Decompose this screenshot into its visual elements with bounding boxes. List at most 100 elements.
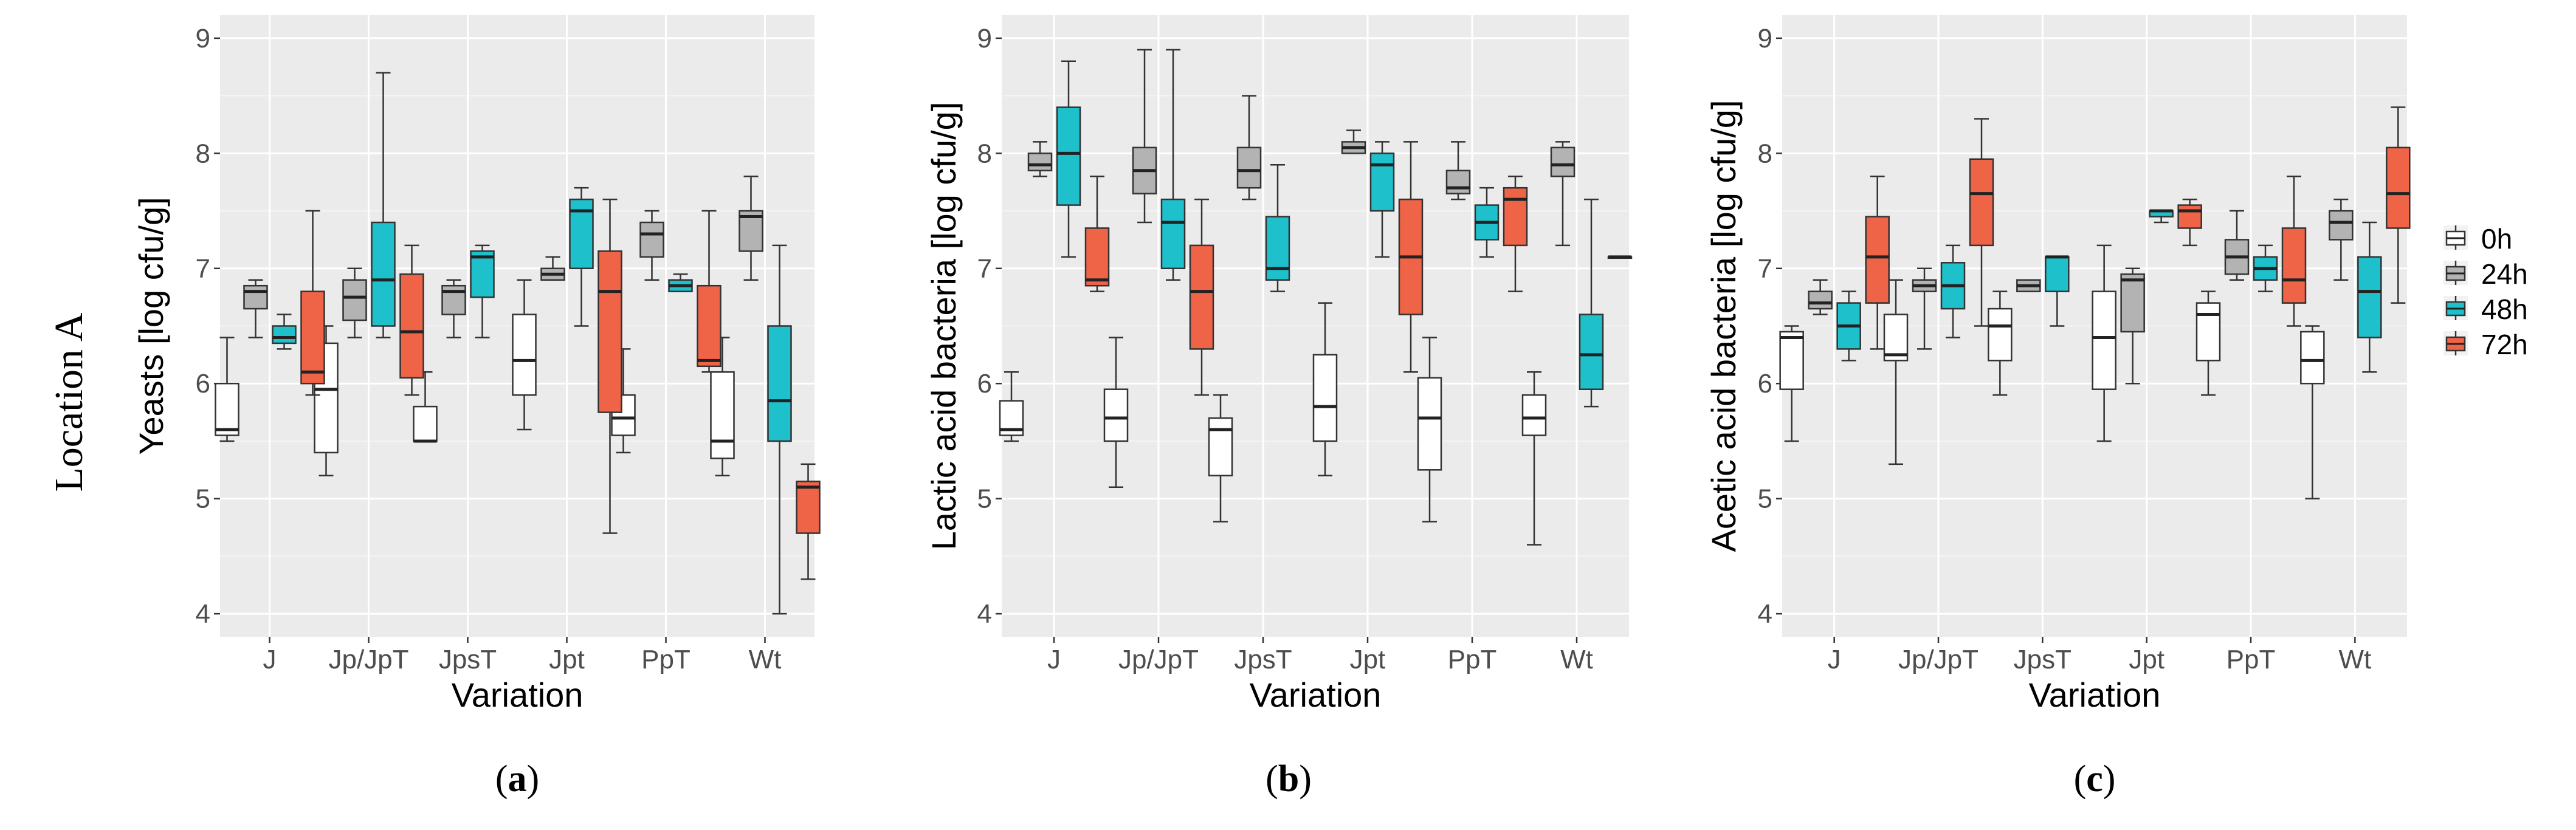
box-body (1969, 158, 1994, 247)
x-tick-label: Wt (2338, 645, 2371, 674)
box-48h-PpT (668, 273, 693, 292)
box-body (470, 250, 495, 298)
box-body (399, 273, 424, 379)
row-label: Location A (47, 312, 91, 492)
box-0h-Wt (1521, 371, 1547, 546)
legend-label: 24h (2481, 258, 2528, 290)
y-tick-label: 8 (1758, 139, 1772, 168)
y-tick-label: 7 (1758, 254, 1772, 284)
box-0h-Jpt (1312, 302, 1338, 477)
x-tick-label: JpsT (2014, 645, 2071, 674)
box-body (1189, 244, 1214, 350)
x-tick-label: Jp/JpT (328, 645, 408, 674)
legend-item-72h: 72h (2443, 329, 2528, 360)
box-48h-Jpt (569, 187, 594, 327)
box-0h-JpsT (1208, 394, 1233, 523)
box-0h-Jp/JpT (1883, 279, 1909, 465)
x-tick-label: Jp/JpT (1898, 645, 1978, 674)
box-48h-PpT (1474, 187, 1500, 258)
box-24h-Jp/JpT (1912, 267, 1937, 350)
box-body (1779, 331, 1804, 390)
panel-label: (b) (1266, 758, 1312, 800)
box-body (512, 314, 537, 396)
box-body (1208, 417, 1233, 477)
y-tick-label: 4 (196, 599, 210, 629)
x-tick-label: Jp/JpT (1118, 645, 1199, 674)
box-24h-Jpt (2120, 267, 2145, 385)
box-body (710, 371, 735, 459)
box-body (2195, 302, 2221, 362)
box-body (1369, 153, 1395, 212)
x-tick-label: PpT (2226, 645, 2276, 674)
box-0h-PpT (2195, 290, 2221, 396)
box-24h-PpT (2224, 210, 2250, 281)
box-body (1084, 227, 1110, 287)
box-body (2386, 146, 2411, 229)
box-body (413, 405, 438, 442)
box-0h-Jpt (2092, 244, 2116, 442)
box-body (1265, 216, 1290, 281)
box-72h-J (1084, 175, 1110, 292)
box-0h-J (1779, 325, 1804, 442)
box-body (2281, 227, 2307, 304)
box-body (2120, 273, 2145, 333)
x-tick-label: J (1047, 645, 1061, 674)
box-body (243, 284, 268, 310)
box-body (1883, 314, 1909, 362)
y-tick-label: 9 (977, 24, 992, 53)
box-72h-Jpt (598, 198, 622, 534)
y-axis-title: Lactic acid bacteria [log cfu/g] (925, 102, 963, 550)
box-24h-Jp/JpT (342, 267, 367, 338)
y-tick-label: 6 (196, 369, 210, 399)
box-72h-J (1865, 175, 1890, 350)
box-0h-J (999, 371, 1024, 442)
x-tick-label: JpsT (439, 645, 497, 674)
box-body (342, 279, 367, 321)
x-axis-title: Variation (2029, 676, 2161, 714)
box-body (2045, 256, 2070, 292)
box-48h-J (1056, 60, 1081, 258)
box-body (215, 382, 239, 436)
box-24h-Jpt (1341, 129, 1366, 154)
box-body (1579, 314, 1604, 390)
legend-item-0h: 0h (2443, 223, 2512, 255)
y-tick-label: 9 (1758, 24, 1772, 53)
box-48h-JpsT (1265, 164, 1290, 292)
box-0h-Jp/JpT (1103, 337, 1129, 488)
box-72h-Jpt (2177, 198, 2202, 247)
x-tick-label: JpsT (1234, 645, 1292, 674)
box-body (1988, 307, 2013, 362)
x-tick-label: PpT (1448, 645, 1497, 674)
box-72h-PpT (697, 210, 721, 373)
box-48h-Wt (2357, 221, 2382, 373)
y-tick-label: 8 (196, 139, 210, 168)
box-72h-Jp/JpT (1969, 118, 1994, 327)
box-48h-J (272, 314, 297, 350)
box-body (598, 250, 622, 413)
box-48h-J (1836, 290, 1861, 362)
x-axis-title: Variation (452, 676, 584, 714)
box-0h-J (215, 337, 239, 442)
y-tick-label: 4 (1758, 599, 1772, 629)
box-body (371, 221, 396, 327)
box-body (1417, 377, 1442, 471)
box-body (2177, 204, 2202, 229)
box-24h-Wt (2329, 198, 2354, 281)
box-body (697, 284, 721, 368)
x-tick-label: Jpt (549, 645, 585, 674)
box-body (2329, 210, 2354, 241)
box-body (639, 221, 664, 258)
box-0h-Jpt (512, 279, 537, 431)
box-body (1056, 106, 1081, 206)
x-tick-label: Jpt (2129, 645, 2164, 674)
legend-label: 0h (2481, 223, 2512, 255)
x-tick-label: J (263, 645, 277, 674)
chart-panel-a: 4 5 6 7 8 9 J Jp/JpT JpsT Jpt PpT Wt Yeasts [log cfu… (132, 15, 821, 800)
box-body (1521, 394, 1547, 436)
box-24h-Jpt (540, 256, 565, 281)
box-0h-PpT (1417, 337, 1442, 523)
box-body (1160, 198, 1186, 270)
box-24h-PpT (1445, 141, 1471, 201)
